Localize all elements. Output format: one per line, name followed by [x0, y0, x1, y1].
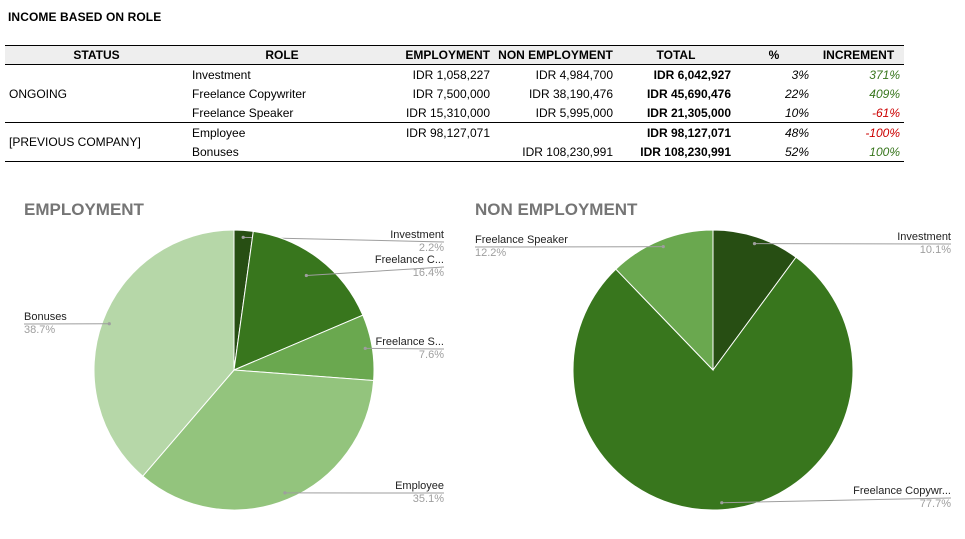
non-employment-cell: IDR 38,190,476: [528, 86, 613, 101]
status-cell: ONGOING: [5, 64, 188, 123]
table-row: ONGOING Investment IDR 1,058,227 IDR 4,9…: [5, 64, 904, 123]
header-role: ROLE: [188, 45, 376, 65]
non-employment-investment-label: Investment: [897, 231, 951, 243]
header-total: TOTAL: [617, 45, 735, 65]
page-title: INCOME BASED ON ROLE: [8, 10, 162, 24]
non-employment-freelance-speaker-slice: [615, 229, 714, 372]
employment-bonuses-percent-label: 38.7%: [24, 324, 55, 336]
percent-cell: 52%: [735, 142, 813, 162]
employment-employee-label: Employee: [395, 480, 444, 492]
employment-freelance-speaker-leader-dot: [363, 346, 367, 350]
non-employment-freelance-copywriter-label: Freelance Copywr...: [853, 485, 951, 497]
table-header-row: STATUS ROLE EMPLOYMENT NON EMPLOYMENT TO…: [5, 45, 904, 65]
employment-freelance-speaker-percent-label: 7.6%: [419, 349, 444, 361]
employment-cell: IDR 15,310,000: [376, 103, 494, 123]
role-cell: Bonuses: [188, 142, 376, 162]
employment-bonuses-leader-dot: [107, 322, 111, 326]
non-employment-freelance-copywriter-leader-dot: [720, 501, 724, 505]
employment-cell: IDR 1,058,227: [412, 67, 490, 82]
employment-investment-leader-dot: [241, 235, 245, 239]
employment-freelance-copywriter-leader-dot: [304, 273, 308, 278]
role-cell: Freelance Speaker: [188, 103, 376, 123]
increment-cell: 409%: [869, 86, 900, 101]
percent-cell: 48%: [784, 125, 809, 140]
non-employment-cell: IDR 5,995,000: [494, 103, 617, 123]
non-employment-freelance-copywriter-slice: [572, 256, 854, 511]
increment-cell: 100%: [813, 142, 904, 162]
employment-cell: IDR 98,127,071: [405, 125, 490, 140]
non-employment-chart-title: NON EMPLOYMENT: [475, 200, 638, 219]
role-cell: Employee: [192, 125, 246, 140]
header-percent: %: [735, 45, 813, 65]
total-cell: IDR 6,042,927: [653, 67, 731, 82]
header-increment: INCREMENT: [813, 45, 904, 65]
role-cell: Freelance Copywriter: [192, 86, 307, 101]
employment-employee-percent-label: 35.1%: [413, 493, 444, 505]
table-row: [PREVIOUS COMPANY] Employee IDR 98,127,0…: [5, 122, 904, 162]
header-non-employment: NON EMPLOYMENT: [494, 45, 617, 65]
total-cell: IDR 21,305,000: [617, 103, 735, 123]
employment-investment-label: Investment: [390, 229, 444, 241]
status-cell: [PREVIOUS COMPANY]: [5, 122, 188, 162]
employment-freelance-copywriter-percent-label: 16.4%: [413, 267, 444, 279]
employment-cell: IDR 7,500,000: [412, 86, 490, 101]
increment-cell: -61%: [813, 103, 904, 123]
non-employment-cell: IDR 108,230,991: [494, 142, 617, 162]
employment-freelance-copywriter-label: Freelance C...: [375, 254, 444, 266]
employment-freelance-speaker-leader-line: [365, 347, 445, 350]
employment-bonuses-slice: [93, 229, 235, 477]
employment-employee-slice: [142, 369, 375, 511]
total-cell: IDR 108,230,991: [617, 142, 735, 162]
table-row: Bonuses IDR 108,230,991 IDR 108,230,991 …: [5, 142, 904, 162]
non-employment-freelance-speaker-label: Freelance Speaker: [475, 234, 568, 246]
non-employment-investment-slice: [712, 229, 797, 372]
income-table: STATUS ROLE EMPLOYMENT NON EMPLOYMENT TO…: [5, 45, 904, 162]
non-employment-investment-percent-label: 10.1%: [920, 244, 951, 256]
employment-chart-title: EMPLOYMENT: [24, 200, 144, 219]
employment-freelance-speaker-label: Freelance S...: [376, 336, 444, 348]
percent-cell: 10%: [735, 103, 813, 123]
percent-cell: 3%: [791, 67, 809, 82]
non-employment-freelance-copywriter-leader-line: [721, 497, 952, 504]
increment-cell: -100%: [865, 125, 900, 140]
non-employment-investment-leader-dot: [752, 242, 757, 246]
employment-employee-leader-dot: [283, 491, 287, 495]
total-cell: IDR 45,690,476: [646, 86, 731, 101]
header-employment: EMPLOYMENT: [376, 45, 494, 65]
employment-cell: [376, 142, 494, 162]
increment-cell: 371%: [869, 67, 900, 82]
header-status: STATUS: [5, 45, 188, 65]
table-row: Freelance Speaker IDR 15,310,000 IDR 5,9…: [5, 103, 904, 123]
non-employment-cell: IDR 4,984,700: [535, 67, 613, 82]
table-row: Freelance Copywriter IDR 7,500,000 IDR 3…: [5, 84, 904, 103]
non-employment-freelance-speaker-leader-dot: [661, 245, 665, 249]
employment-bonuses-label: Bonuses: [24, 311, 67, 323]
non-employment-freelance-speaker-percent-label: 12.2%: [475, 247, 506, 259]
percent-cell: 22%: [784, 86, 809, 101]
employment-freelance-copywriter-slice: [233, 230, 364, 371]
non-employment-freelance-copywriter-percent-label: 77.7%: [920, 498, 951, 510]
employment-investment-percent-label: 2.2%: [419, 242, 444, 254]
total-cell: IDR 98,127,071: [646, 125, 731, 140]
role-cell: Investment: [192, 67, 251, 82]
employment-freelance-copywriter-leader-line: [306, 266, 445, 277]
